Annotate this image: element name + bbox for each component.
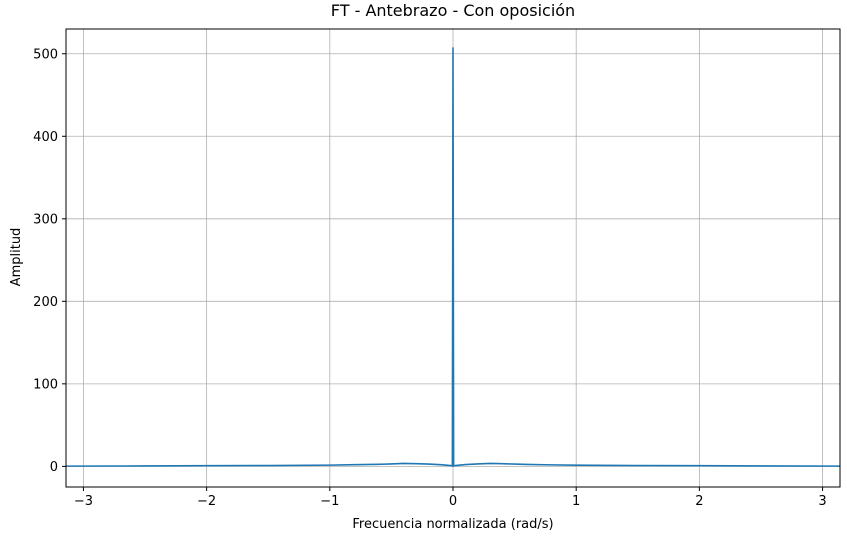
series-line-0 [65,47,841,467]
y-tick-label: 0 [50,460,58,475]
x-tick-label: 0 [449,494,457,509]
y-tick-label: 500 [33,47,58,62]
x-tick-label: 2 [695,494,703,509]
x-tick-label: 3 [818,494,826,509]
y-tick-label: 200 [33,295,58,310]
x-tick-label: 1 [572,494,580,509]
x-tick-label: −3 [74,494,93,509]
x-tick-label: −2 [197,494,216,509]
x-tick-label: −1 [320,494,339,509]
x-axis-label: Frecuencia normalizada (rad/s) [352,517,553,532]
y-tick-label: 400 [33,130,58,145]
y-axis: 0 100 200 300 400 500 [33,47,66,475]
x-axis: −3 −2 −1 0 1 2 3 [74,487,827,509]
series-layer [65,47,841,467]
y-tick-label: 300 [33,212,58,227]
y-axis-label: Amplitud [9,228,24,287]
y-tick-label: 100 [33,377,58,392]
chart-title: FT - Antebrazo - Con oposición [331,1,575,20]
